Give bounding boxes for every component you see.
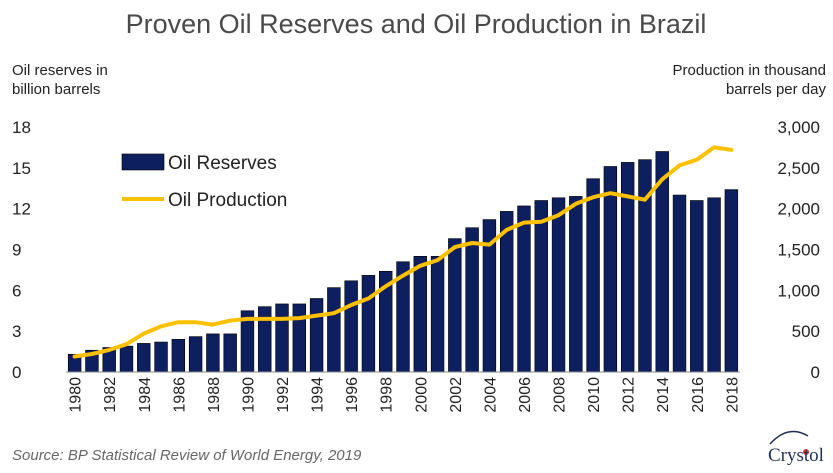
right-tick-label: 3,000: [777, 118, 820, 137]
x-tick-label: 2010: [586, 377, 603, 413]
left-tick-label: 18: [12, 118, 31, 137]
bar-reserves-2009: [569, 196, 583, 373]
left-tick-label: 0: [12, 363, 21, 382]
left-axis-title-line2: billion barrels: [12, 81, 100, 98]
bar-reserves-1983: [119, 345, 134, 373]
bar-reserves-2006: [517, 205, 531, 373]
crystol-logo: Crystol: [768, 430, 824, 466]
x-tick-label: 2006: [517, 377, 534, 413]
right-axis-title-line1: Production in thousand: [673, 62, 826, 79]
bar-reserves-1989: [223, 333, 237, 373]
reserves-bars: [67, 151, 739, 373]
right-axis-ticks: 0 500 1,000 1,500 2,000 2,500 3,000: [777, 118, 820, 382]
bar-reserves-1986: [171, 339, 186, 373]
right-tick-label: 0: [811, 363, 820, 382]
x-tick-label: 1998: [379, 377, 396, 413]
legend-label-reserves: Oil Reserves: [168, 153, 277, 174]
right-tick-label: 1,500: [777, 241, 820, 260]
x-tick-label: 2002: [448, 377, 465, 413]
right-tick-label: 2,500: [777, 159, 820, 178]
x-tick-label: 2014: [655, 377, 672, 413]
x-tick-label: 2008: [552, 377, 569, 413]
bar-reserves-2008: [551, 197, 566, 373]
x-tick-label: 1994: [310, 377, 327, 413]
right-tick-label: 500: [792, 322, 820, 341]
x-axis-ticks: 1980 1982 1984 1986 1988 1990 1992 1994 1996 1998…: [68, 377, 742, 413]
left-tick-label: 6: [12, 281, 21, 300]
logo-swoosh-icon: [769, 430, 809, 445]
bar-reserves-1988: [206, 333, 220, 373]
bar-reserves-2010: [586, 178, 600, 373]
bar-reserves-1985: [154, 341, 168, 373]
bar-reserves-1993: [292, 303, 307, 373]
right-axis-title-line2: barrels per day: [726, 81, 827, 98]
bar-reserves-2000: [413, 256, 427, 373]
legend: Oil Reserves Oil Production: [121, 153, 287, 211]
bar-reserves-2011: [603, 166, 618, 373]
right-tick-label: 2,000: [777, 200, 820, 219]
right-tick-label: 1,000: [777, 281, 820, 300]
x-tick-label: 1992: [275, 377, 292, 413]
bar-reserves-2001: [430, 256, 445, 373]
source-note: Source: BP Statistical Review of World E…: [12, 447, 362, 464]
left-axis-ticks: 0 3 6 9 12 15 18: [12, 118, 31, 382]
chart-title: Proven Oil Reserves and Oil Production i…: [126, 9, 707, 39]
x-tick-label: 1996: [344, 377, 361, 413]
bar-reserves-2002: [448, 238, 462, 373]
left-tick-label: 15: [12, 159, 31, 178]
bar-reserves-2015: [672, 194, 687, 373]
x-tick-label: 1988: [206, 377, 223, 413]
production-line: [72, 145, 734, 359]
x-tick-label: 1982: [102, 377, 119, 413]
legend-swatch-reserves: [121, 153, 165, 171]
bar-reserves-2007: [534, 200, 548, 373]
x-tick-label: 2018: [724, 377, 741, 413]
x-tick-label: 1986: [171, 377, 188, 413]
bar-reserves-2017: [707, 197, 721, 373]
x-tick-label: 1990: [240, 377, 257, 413]
bar-reserves-1987: [188, 336, 203, 373]
bar-reserves-1994: [309, 298, 324, 373]
logo-dot-icon: [803, 449, 809, 455]
x-tick-label: 2012: [621, 377, 638, 413]
bar-reserves-1995: [327, 287, 341, 373]
x-tick-label: 2000: [413, 377, 430, 413]
x-tick-label: 1984: [137, 377, 154, 413]
bar-reserves-1997: [361, 275, 376, 373]
x-tick-label: 1980: [68, 377, 85, 413]
bar-reserves-1991: [258, 306, 272, 373]
x-tick-label: 2004: [482, 377, 499, 413]
left-tick-label: 3: [12, 322, 21, 341]
bar-reserves-1992: [275, 303, 289, 373]
bar-reserves-2018: [724, 189, 739, 373]
logo-text: Crystol: [768, 445, 824, 466]
left-axis-title-line1: Oil reserves in: [12, 62, 108, 79]
left-tick-label: 9: [12, 241, 21, 260]
bar-reserves-2016: [690, 200, 704, 373]
bar-reserves-2003: [465, 227, 479, 373]
legend-label-production: Oil Production: [168, 190, 287, 211]
bar-reserves-1984: [137, 343, 151, 373]
x-tick-label: 2016: [690, 377, 707, 413]
bar-reserves-1996: [344, 280, 358, 373]
left-tick-label: 12: [12, 200, 31, 219]
